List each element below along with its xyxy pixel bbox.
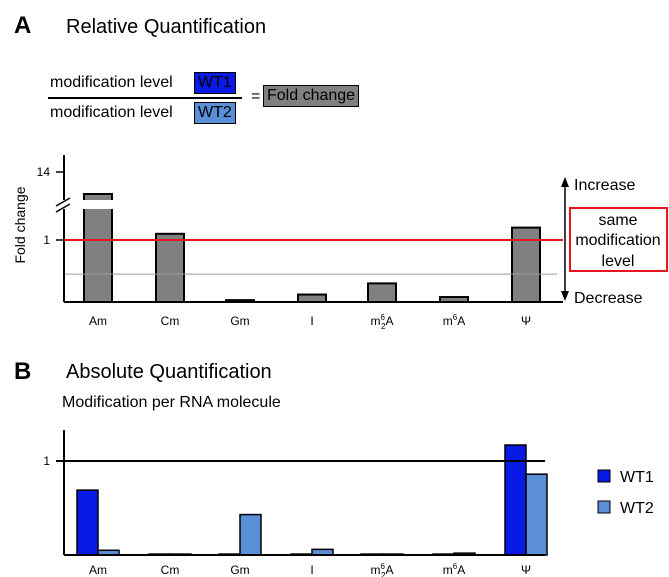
x-tick-label: Cm [161, 314, 180, 328]
axis-break-marks [54, 197, 184, 213]
x-tick-label: Ψ [521, 563, 531, 577]
denominator-text: modification level [50, 104, 173, 121]
bar-wt2 [525, 473, 548, 556]
bar-relative [83, 193, 113, 303]
fraction-bar [48, 97, 242, 99]
legend: WT1 WT2 [597, 469, 654, 517]
x-tick-label: Cm [161, 563, 180, 577]
x-tick-label: Am [89, 314, 107, 328]
legend-swatch-wt1 [597, 469, 611, 483]
x-tick-label: I [310, 314, 313, 328]
y-tick-label: 14 [37, 165, 51, 179]
bar-relative [297, 293, 327, 303]
same-level-line-3: level [602, 253, 635, 270]
fold-change-box: Fold change [263, 85, 360, 107]
bar-relative [511, 226, 541, 304]
y-tick-label: 1 [43, 233, 50, 247]
y-tick-label: 1 [43, 454, 50, 468]
bar-wt1 [76, 489, 99, 556]
x-tick-label: m6 2A [371, 313, 394, 331]
bar-relative [367, 282, 397, 303]
x-tick-label: Gm [230, 314, 249, 328]
legend-label-wt2: WT2 [620, 500, 654, 517]
x-tick-label: Gm [230, 563, 249, 577]
panel-b-subtitle: Modification per RNA molecule [62, 394, 281, 411]
x-tick-label: m6A [443, 562, 465, 577]
panel-a-title: Relative Quantification [66, 16, 267, 38]
numerator-text: modification level [50, 74, 173, 91]
x-tick-label: m6A [443, 313, 465, 328]
wt2-box: WT2 [194, 102, 236, 124]
x-tick-label: m6 2A [371, 562, 394, 577]
wt1-box: WT1 [194, 72, 236, 94]
x-tick-label: Am [89, 563, 107, 577]
legend-swatch-wt2 [597, 500, 611, 514]
same-level-box [569, 207, 668, 272]
decrease-label: Decrease [574, 290, 643, 307]
increase-label: Increase [574, 177, 635, 194]
equals-sign: = [251, 88, 261, 105]
same-level-line-2: modification [575, 232, 660, 249]
bar-relative [155, 232, 185, 303]
x-tick-label: I [310, 563, 313, 577]
panel-b-title: Absolute Quantification [66, 361, 272, 383]
y-axis-label: Fold change [12, 186, 28, 263]
bar-wt2 [239, 513, 262, 556]
x-tick-label: Ψ [521, 314, 531, 328]
same-level-line-1: same [598, 212, 637, 229]
panel-a-letter: A [14, 12, 32, 39]
legend-label-wt1: WT1 [620, 469, 654, 486]
panel-b-letter: B [14, 358, 32, 385]
direction-arrow [561, 177, 569, 301]
